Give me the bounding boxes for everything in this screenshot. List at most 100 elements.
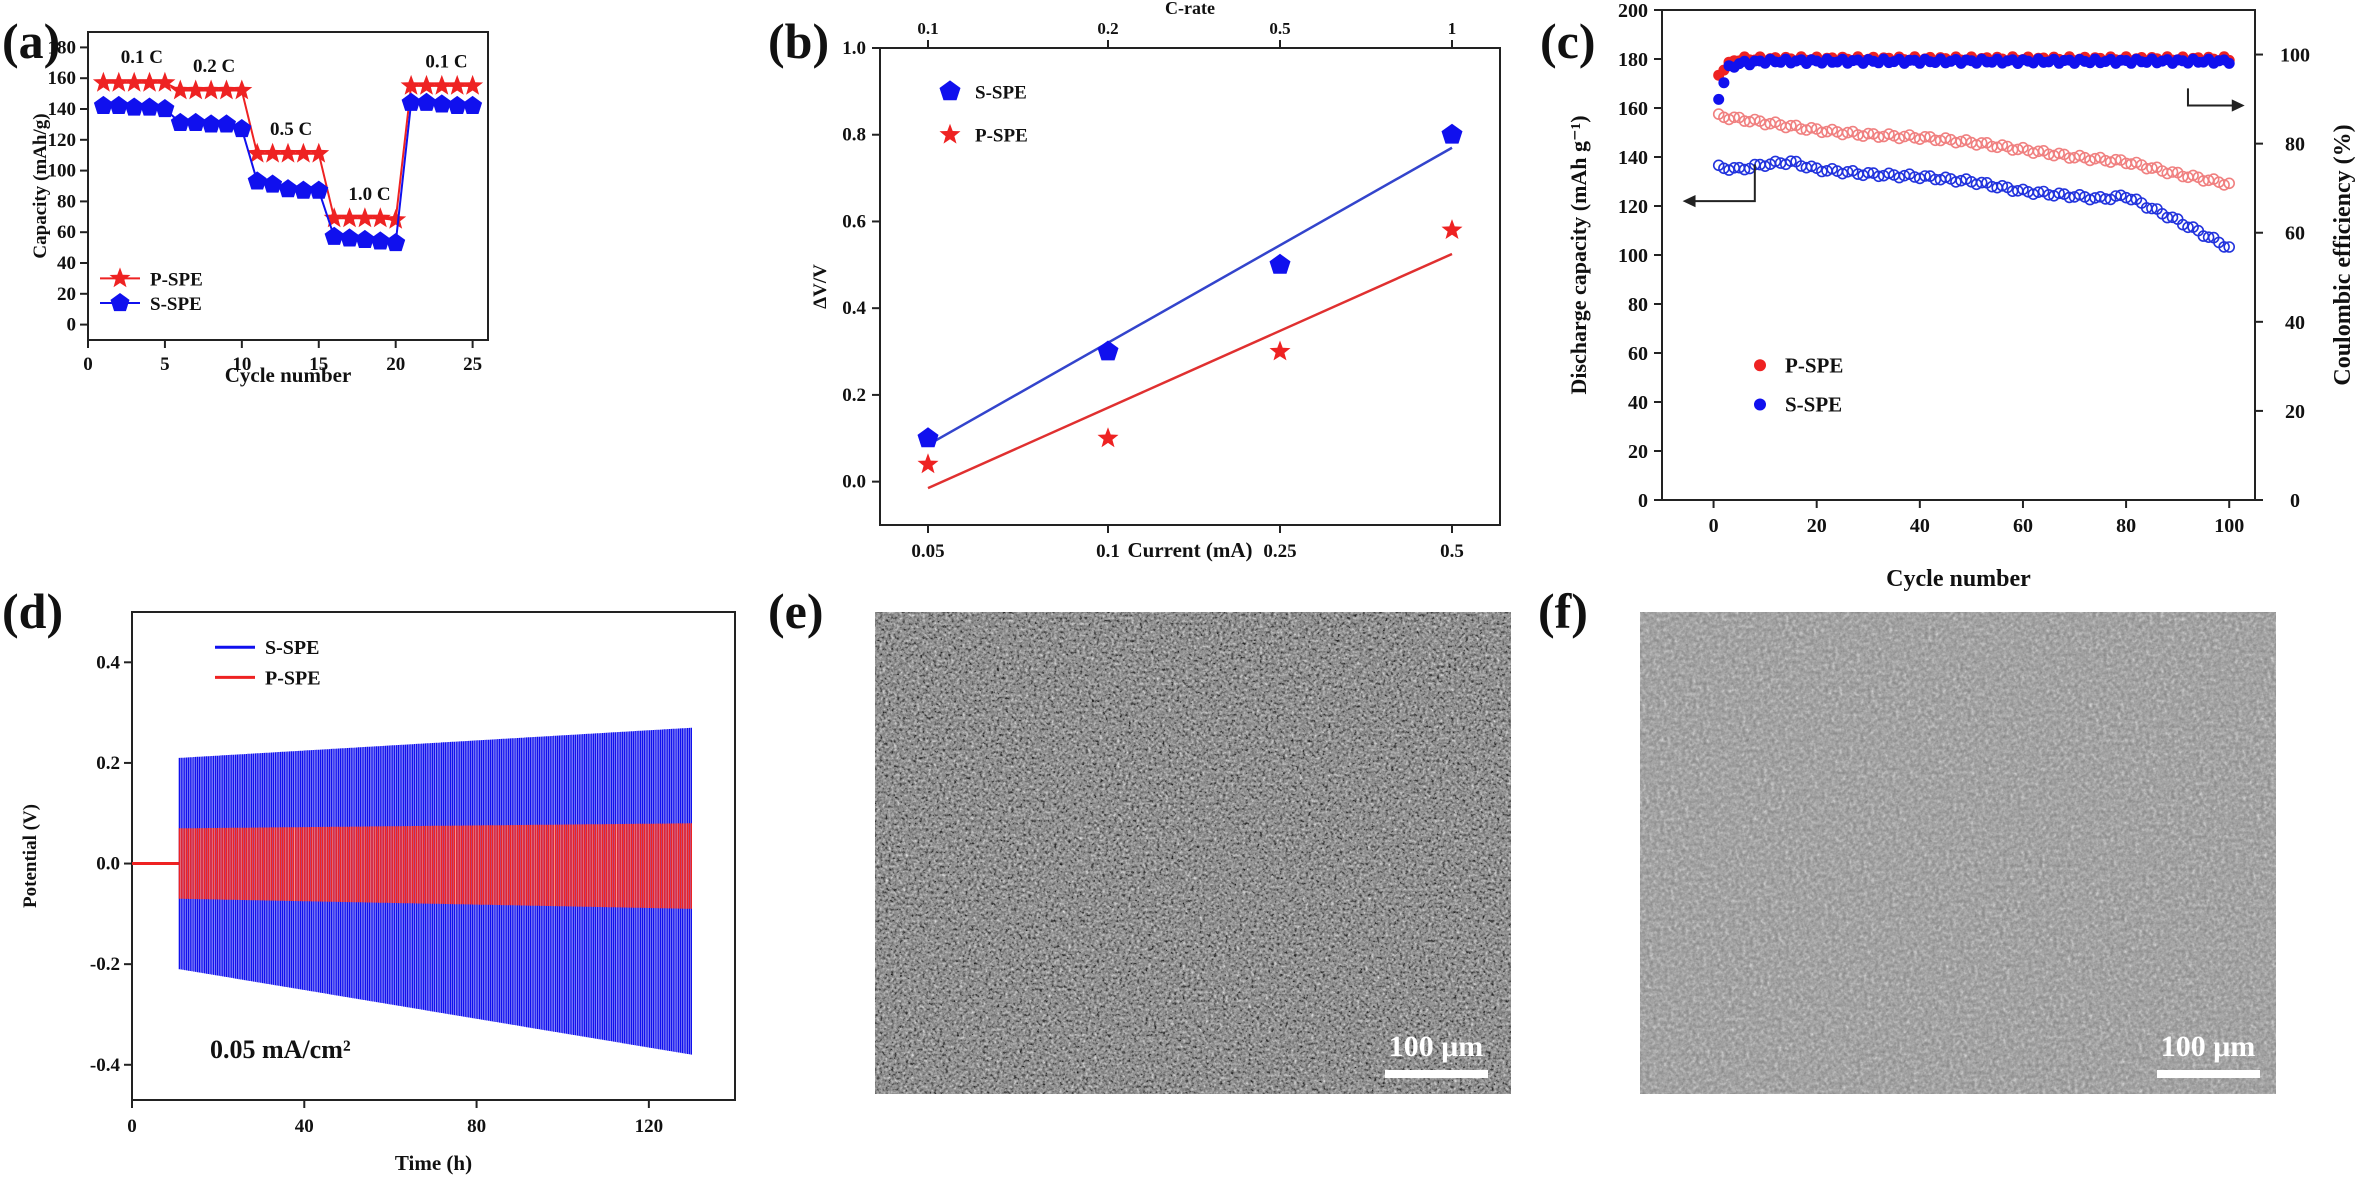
a-y-tick-label: 140	[48, 99, 77, 120]
b-point-P-SPE	[1269, 340, 1291, 361]
c-efficiency-point-S-SPE	[2223, 57, 2235, 69]
a-point-P-SPE	[385, 208, 407, 229]
c-y-tick-label: 40	[1628, 392, 1648, 414]
d-annotation: 0.05 mA/cm²	[210, 1035, 351, 1064]
c-efficiency-point-S-SPE	[1713, 93, 1725, 105]
c-capacity-point-S-SPE	[1785, 155, 1797, 167]
c-capacity-point-P-SPE	[2187, 169, 2199, 182]
b-x2-axis-label: C-rate	[1165, 0, 1215, 18]
c-capacity-point-S-SPE	[1883, 167, 1895, 180]
a-point-P-SPE	[431, 74, 453, 95]
a-y-tick-label: 20	[57, 284, 76, 305]
a-point-P-SPE	[369, 207, 391, 228]
a-annotation: 0.2 C	[193, 56, 235, 77]
b-x2-tick-label: 1	[1448, 19, 1457, 38]
c-capacity-point-P-SPE	[1728, 111, 1740, 124]
c-capacity-point-S-SPE	[2125, 193, 2137, 206]
c-capacity-point-P-SPE	[1950, 136, 1962, 149]
b-legend-marker	[939, 80, 961, 101]
a-point-S-SPE	[170, 112, 190, 131]
c-capacity-point-P-SPE	[2006, 144, 2019, 156]
c-arrow-right-head	[2231, 99, 2245, 112]
b-y-axis-label: ΔV/V	[810, 264, 831, 309]
a-axes-frame	[87, 31, 489, 341]
b-legend-marker	[939, 123, 961, 144]
b-x-tick-label: 0.25	[1263, 541, 1296, 562]
c-efficiency-point-S-SPE	[1718, 77, 1730, 89]
panel-label-d: (d)	[2, 583, 63, 639]
a-point-P-SPE	[416, 74, 437, 95]
c-y-tick-label: 60	[1628, 343, 1648, 365]
c-capacity-point-S-SPE	[1816, 165, 1828, 178]
b-point-S-SPE	[1269, 253, 1291, 274]
a-point-S-SPE	[355, 229, 375, 248]
panel-label-b: (b)	[768, 13, 829, 69]
d-x-axis-label: Time (h)	[395, 1151, 472, 1175]
c-y2-tick-label: 80	[2285, 134, 2305, 156]
b-point-P-SPE	[1097, 427, 1119, 448]
c-y-tick-label: 0	[1638, 490, 1648, 512]
b-x2-tick-label: 0.1	[917, 19, 938, 38]
b-y-tick-label: 0.4	[842, 298, 866, 319]
a-point-S-SPE	[232, 119, 252, 138]
a-legend-marker	[109, 267, 131, 288]
a-point-S-SPE	[124, 97, 144, 116]
c-capacity-point-S-SPE	[2053, 187, 2065, 200]
c-capacity-point-S-SPE	[1950, 176, 1962, 188]
c-capacity-point-P-SPE	[1785, 119, 1797, 132]
c-capacity-point-S-SPE	[1836, 167, 1849, 180]
a-y-tick-label: 180	[48, 37, 77, 58]
c-capacity-point-S-SPE	[1996, 180, 2009, 192]
a-point-P-SPE	[246, 142, 268, 163]
c-capacity-point-P-SPE	[2110, 153, 2122, 166]
c-capacity-point-S-SPE	[2166, 211, 2179, 224]
a-point-S-SPE	[186, 112, 206, 131]
b-point-S-SPE	[1441, 123, 1463, 144]
a-point-S-SPE	[417, 92, 436, 111]
d-y-tick-label: 0.2	[96, 753, 120, 774]
c-capacity-point-S-SPE	[2032, 186, 2045, 198]
a-legend-label: S-SPE	[150, 294, 202, 315]
c-capacity-point-S-SPE	[2218, 241, 2230, 253]
a-x-tick-label: 15	[309, 354, 328, 375]
c-capacity-point-S-SPE	[2027, 188, 2040, 200]
a-point-S-SPE	[386, 233, 406, 252]
b-fit-line-S-SPE	[927, 146, 1453, 446]
c-capacity-point-P-SPE	[1759, 118, 1771, 131]
a-point-S-SPE	[340, 228, 359, 247]
a-point-S-SPE	[278, 179, 298, 198]
a-point-P-SPE	[277, 142, 299, 163]
scale-bar-label-f: 100 μm	[2161, 1030, 2256, 1063]
a-point-P-SPE	[462, 74, 484, 95]
c-capacity-point-S-SPE	[1805, 160, 1818, 173]
c-y-tick-label: 200	[1618, 0, 1648, 22]
c-x-tick-label: 60	[2013, 515, 2033, 537]
panel-label-e: (e)	[768, 583, 824, 639]
d-x-tick-label: 80	[467, 1116, 486, 1137]
c-capacity-point-P-SPE	[2166, 166, 2179, 178]
b-point-P-SPE	[1441, 219, 1463, 239]
c-capacity-point-P-SPE	[2032, 145, 2045, 158]
b-x-tick-label: 0.5	[1440, 541, 1464, 562]
b-y-tick-label: 0.0	[842, 472, 866, 493]
a-point-S-SPE	[370, 231, 390, 250]
c-capacity-point-P-SPE	[1939, 132, 1952, 144]
b-legend-label: P-SPE	[975, 126, 1028, 147]
b-fit-line-P-SPE	[927, 252, 1453, 490]
d-x-tick-label: 0	[127, 1116, 137, 1137]
a-point-S-SPE	[293, 180, 313, 199]
a-y-axis-label: Capacity (mAh/g)	[30, 113, 51, 258]
a-x-tick-label: 10	[232, 354, 251, 375]
c-capacity-point-P-SPE	[1872, 131, 1885, 143]
chart-c: 0 20 40 60 80 100 0 20 40 60 80 100 120 140 160 180 200 0…	[1566, 0, 2356, 592]
a-point-P-SPE	[231, 79, 253, 100]
c-capacity-point-P-SPE	[1816, 126, 1828, 139]
c-y-tick-label: 100	[1618, 245, 1648, 267]
a-point-S-SPE	[463, 95, 483, 114]
b-point-S-SPE	[1097, 340, 1119, 361]
d-series-trace-S-SPE	[178, 727, 692, 1055]
c-arrow-left-head	[1682, 194, 1696, 208]
b-y-tick-label: 1.0	[842, 38, 866, 59]
a-annotation: 1.0 C	[348, 184, 390, 205]
c-y-tick-label: 180	[1618, 49, 1648, 71]
